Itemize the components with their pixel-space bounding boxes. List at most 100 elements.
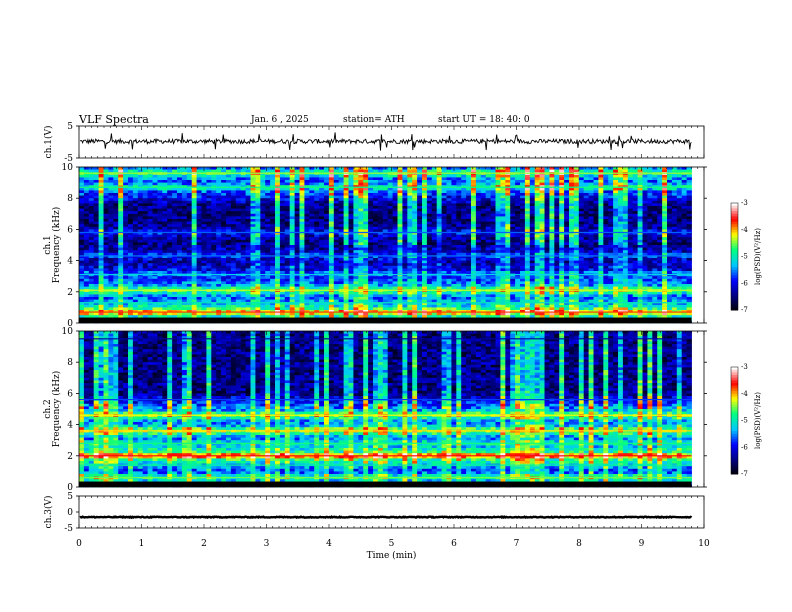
- spectrogram-cell: [583, 234, 589, 238]
- spectrogram-cell: [363, 263, 369, 267]
- spectrogram-cell: [279, 190, 286, 194]
- spectrogram-cell: [279, 237, 286, 241]
- spectrogram-cell: [132, 219, 139, 222]
- spectrogram-cell: [196, 195, 202, 199]
- spectrogram-cell: [108, 221, 114, 225]
- spectrogram-cell: [667, 245, 673, 248]
- spectrogram-cell: [583, 239, 589, 243]
- spectrogram-cell: [627, 263, 634, 267]
- spectrogram-cell: [255, 232, 261, 235]
- spectrogram-cell: [456, 182, 462, 186]
- spectrogram-cell: [250, 234, 256, 238]
- spectrogram-cell: [358, 206, 364, 209]
- spectrogram-cell: [627, 169, 634, 173]
- spectrogram-cell: [480, 200, 487, 204]
- spectrogram-cell: [245, 206, 251, 209]
- spectrogram-cell: [642, 213, 648, 217]
- spectrogram-cell: [373, 232, 379, 235]
- spectrogram-cell: [569, 213, 575, 217]
- spectrogram-cell: [461, 224, 467, 228]
- spectrogram-cell: [686, 226, 692, 230]
- spectrogram-cell: [603, 234, 609, 238]
- spectrogram-cell: [157, 198, 163, 202]
- spectrogram-cell: [671, 258, 678, 261]
- spectrogram-cell: [83, 169, 90, 173]
- spectrogram-cell: [495, 268, 501, 272]
- spectrogram-cell: [676, 255, 683, 259]
- spectrogram-cell: [436, 247, 442, 251]
- spectrogram-cell: [652, 187, 658, 191]
- spectrogram-cell: [426, 263, 433, 267]
- spectrogram-cell: [402, 195, 408, 199]
- spectrogram-cell: [475, 187, 482, 191]
- spectrogram-cell: [319, 242, 325, 246]
- spectrogram-cell: [441, 177, 447, 181]
- spectrogram-cell: [123, 190, 129, 194]
- spectrogram-cell: [270, 245, 276, 248]
- spectrogram-cell: [559, 242, 565, 246]
- spectrogram-cell: [466, 167, 472, 170]
- spectrogram-cell: [529, 193, 536, 196]
- spectrogram-cell: [686, 263, 692, 267]
- spectrogram-cell: [539, 265, 545, 269]
- spectrogram-cell: [147, 260, 153, 264]
- spectrogram-cell: [446, 242, 452, 246]
- spectrogram-cell: [613, 252, 619, 256]
- spectrogram-cell: [152, 177, 158, 181]
- spectrogram-cell: [456, 195, 462, 199]
- spectrogram-cell: [240, 219, 246, 222]
- spectrogram-cell: [137, 211, 144, 215]
- spectrogram-cell: [505, 203, 511, 207]
- spectrogram-cell: [505, 167, 511, 170]
- spectrogram-cell: [412, 250, 418, 254]
- spectrogram-cell: [299, 211, 305, 215]
- spectrogram-cell: [137, 252, 144, 256]
- spectrogram-cell: [338, 258, 344, 261]
- spectrogram-cell: [240, 190, 246, 194]
- spectrogram-cell: [83, 226, 90, 230]
- spectrogram-cell: [431, 216, 438, 220]
- spectrogram-cell: [275, 208, 281, 212]
- spectrogram-cell: [181, 224, 188, 228]
- spectrogram-cell: [181, 195, 188, 199]
- spectrogram-cell: [524, 224, 531, 228]
- spectrogram-cell: [235, 216, 242, 220]
- spectrogram-cell: [319, 213, 325, 217]
- spectrogram-cell: [172, 247, 178, 251]
- spectrogram-cell: [363, 229, 369, 233]
- spectrogram-cell: [157, 221, 163, 225]
- spectrogram-cell: [157, 211, 163, 215]
- spectrogram-cell: [559, 193, 565, 196]
- spectrogram-cell: [108, 213, 114, 217]
- spectrogram-cell: [348, 239, 354, 243]
- spectrogram-cell: [520, 239, 526, 243]
- spectrogram-cell: [446, 206, 452, 209]
- spectrogram-cell: [495, 234, 501, 238]
- spectrogram-cell: [681, 219, 687, 222]
- spectrogram-cell: [235, 263, 242, 267]
- spectrogram-cell: [412, 203, 418, 207]
- spectrogram-cell: [647, 265, 653, 269]
- spectrogram-cell: [603, 252, 609, 256]
- spectrogram-cell: [534, 174, 540, 178]
- spectrogram-cell: [245, 200, 251, 204]
- spectrogram-cell: [265, 239, 271, 243]
- spectrogram-cell: [397, 226, 403, 230]
- spectrogram-cell: [123, 206, 129, 209]
- spectrogram-cell: [373, 255, 379, 259]
- spectrogram-cell: [515, 167, 521, 170]
- spectrogram-cell: [588, 206, 594, 209]
- spectrogram-cell: [632, 265, 638, 269]
- spectrogram-cell: [598, 265, 604, 269]
- spectrogram-cell: [216, 211, 222, 215]
- spectrogram-cell: [422, 237, 428, 241]
- spectrogram-cell: [382, 245, 389, 248]
- spectrogram-cell: [578, 232, 585, 235]
- spectrogram-cell: [319, 255, 325, 259]
- spectrogram-cell: [608, 252, 614, 256]
- spectrogram-cell: [524, 211, 531, 215]
- spectrogram-cell: [431, 193, 438, 196]
- spectrogram-cell: [554, 252, 560, 256]
- spectrogram-cell: [490, 245, 496, 248]
- spectrogram-cell: [167, 174, 173, 178]
